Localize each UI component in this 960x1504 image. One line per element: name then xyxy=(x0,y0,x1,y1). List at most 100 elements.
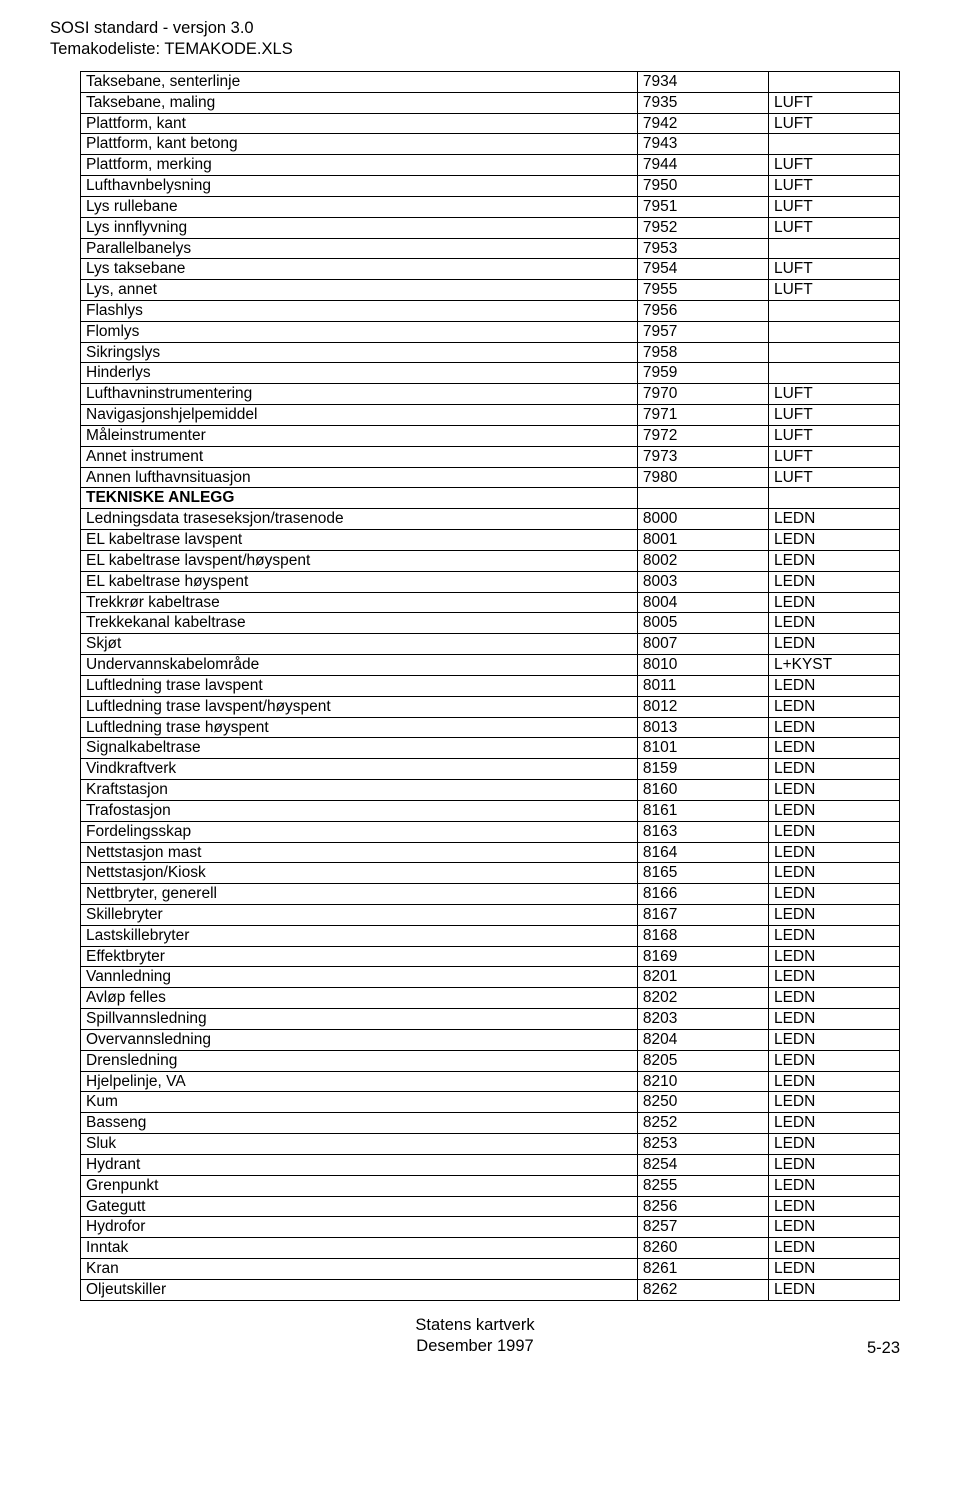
cell-category: LEDN xyxy=(768,530,899,551)
cell-category: LEDN xyxy=(768,946,899,967)
header-line-1: SOSI standard - versjon 3.0 xyxy=(50,18,900,39)
cell-name: Vannledning xyxy=(81,967,638,988)
cell-name: Basseng xyxy=(81,1113,638,1134)
cell-name: Kran xyxy=(81,1259,638,1280)
cell-code: 8203 xyxy=(637,1009,768,1030)
cell-category: LUFT xyxy=(768,446,899,467)
cell-category: L+KYST xyxy=(768,655,899,676)
cell-name: Oljeutskiller xyxy=(81,1279,638,1300)
table-row: Parallelbanelys7953 xyxy=(81,238,900,259)
cell-code: 8007 xyxy=(637,634,768,655)
table-row: Plattform, kant betong7943 xyxy=(81,134,900,155)
cell-category: LUFT xyxy=(768,467,899,488)
cell-category: LEDN xyxy=(768,863,899,884)
cell-category xyxy=(768,71,899,92)
table-row: Flashlys7956 xyxy=(81,300,900,321)
cell-code: 8101 xyxy=(637,738,768,759)
cell-name: Undervannskabelområde xyxy=(81,655,638,676)
cell-name: Taksebane, maling xyxy=(81,92,638,113)
cell-category: LUFT xyxy=(768,196,899,217)
cell-category: LEDN xyxy=(768,509,899,530)
cell-name: EL kabeltrase lavspent xyxy=(81,530,638,551)
table-row: Hinderlys7959 xyxy=(81,363,900,384)
table-row: EL kabeltrase lavspent8001LEDN xyxy=(81,530,900,551)
table-row: Avløp felles8202LEDN xyxy=(81,988,900,1009)
cell-category: LEDN xyxy=(768,1154,899,1175)
cell-category: LEDN xyxy=(768,1092,899,1113)
cell-code: 7973 xyxy=(637,446,768,467)
cell-category: LUFT xyxy=(768,384,899,405)
cell-category: LUFT xyxy=(768,176,899,197)
cell-name: Trekkrør kabeltrase xyxy=(81,592,638,613)
table-row: Navigasjonshjelpemiddel7971LUFT xyxy=(81,405,900,426)
table-row: Ledningsdata traseseksjon/trasenode8000L… xyxy=(81,509,900,530)
table-row: Lufthavnbelysning7950LUFT xyxy=(81,176,900,197)
cell-name: Signalkabeltrase xyxy=(81,738,638,759)
cell-name: Nettstasjon/Kiosk xyxy=(81,863,638,884)
cell-category: LUFT xyxy=(768,405,899,426)
table-row: Signalkabeltrase8101LEDN xyxy=(81,738,900,759)
cell-category xyxy=(768,300,899,321)
cell-category: LEDN xyxy=(768,1071,899,1092)
cell-name: Kraftstasjon xyxy=(81,780,638,801)
table-row: EL kabeltrase lavspent/høyspent8002LEDN xyxy=(81,550,900,571)
cell-category: LEDN xyxy=(768,696,899,717)
table-row: Lys taksebane7954LUFT xyxy=(81,259,900,280)
cell-name: Lys taksebane xyxy=(81,259,638,280)
cell-name: Gategutt xyxy=(81,1196,638,1217)
cell-name: Parallelbanelys xyxy=(81,238,638,259)
table-row: Oljeutskiller8262LEDN xyxy=(81,1279,900,1300)
cell-category: LUFT xyxy=(768,425,899,446)
cell-code: 8168 xyxy=(637,925,768,946)
cell-category: LEDN xyxy=(768,571,899,592)
table-row: Spillvannsledning8203LEDN xyxy=(81,1009,900,1030)
table-row: Grenpunkt8255LEDN xyxy=(81,1175,900,1196)
cell-code: 8201 xyxy=(637,967,768,988)
cell-name: Overvannsledning xyxy=(81,1029,638,1050)
cell-category: LEDN xyxy=(768,905,899,926)
cell-code: 8161 xyxy=(637,800,768,821)
page-footer: Statens kartverk Desember 1997 5-23 xyxy=(50,1315,900,1358)
cell-code: 7943 xyxy=(637,134,768,155)
cell-code: 7956 xyxy=(637,300,768,321)
cell-code: 7942 xyxy=(637,113,768,134)
table-row: Kum8250LEDN xyxy=(81,1092,900,1113)
table-row: Sikringslys7958 xyxy=(81,342,900,363)
cell-category: LEDN xyxy=(768,675,899,696)
cell-name: Avløp felles xyxy=(81,988,638,1009)
cell-code: 8169 xyxy=(637,946,768,967)
cell-code: 7950 xyxy=(637,176,768,197)
table-row: Skillebryter8167LEDN xyxy=(81,905,900,926)
cell-code: 8163 xyxy=(637,821,768,842)
cell-code: 8254 xyxy=(637,1154,768,1175)
table-row: Vindkraftverk8159LEDN xyxy=(81,759,900,780)
table-row: Lys innflyvning7952LUFT xyxy=(81,217,900,238)
cell-name: Lufthavnbelysning xyxy=(81,176,638,197)
cell-category xyxy=(768,134,899,155)
table-row: Annen lufthavnsituasjon7980LUFT xyxy=(81,467,900,488)
cell-category xyxy=(768,321,899,342)
cell-category: LUFT xyxy=(768,217,899,238)
table-row: Trekkekanal kabeltrase8005LEDN xyxy=(81,613,900,634)
cell-code: 8166 xyxy=(637,884,768,905)
cell-name: TEKNISKE ANLEGG xyxy=(81,488,638,509)
cell-code: 7944 xyxy=(637,155,768,176)
cell-category xyxy=(768,363,899,384)
cell-category: LEDN xyxy=(768,1196,899,1217)
cell-category xyxy=(768,488,899,509)
cell-name: Lastskillebryter xyxy=(81,925,638,946)
table-row: Skjøt8007LEDN xyxy=(81,634,900,655)
table-row: Lufthavninstrumentering7970LUFT xyxy=(81,384,900,405)
cell-code: 8164 xyxy=(637,842,768,863)
cell-code xyxy=(637,488,768,509)
cell-code: 8255 xyxy=(637,1175,768,1196)
cell-code: 8004 xyxy=(637,592,768,613)
cell-code: 8204 xyxy=(637,1029,768,1050)
table-row: Effektbryter8169LEDN xyxy=(81,946,900,967)
cell-category: LEDN xyxy=(768,1175,899,1196)
cell-code: 8260 xyxy=(637,1238,768,1259)
cell-code: 7980 xyxy=(637,467,768,488)
cell-name: Taksebane, senterlinje xyxy=(81,71,638,92)
table-row: Luftledning trase høyspent8013LEDN xyxy=(81,717,900,738)
cell-code: 8165 xyxy=(637,863,768,884)
